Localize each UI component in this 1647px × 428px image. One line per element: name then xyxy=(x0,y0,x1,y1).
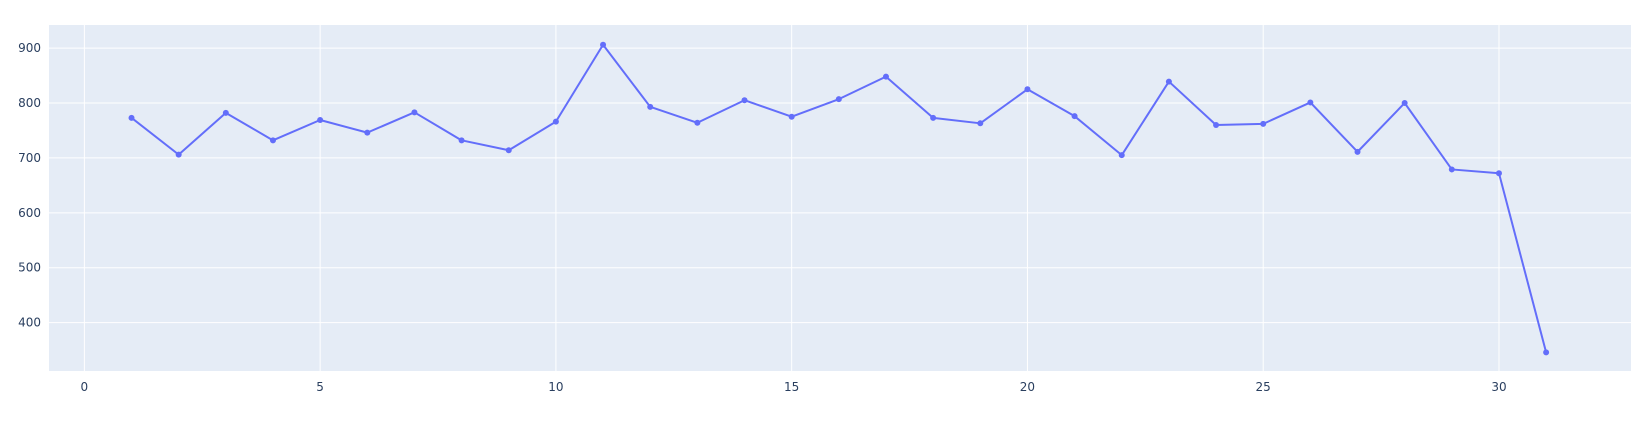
data-point[interactable] xyxy=(1354,148,1361,155)
data-point[interactable] xyxy=(458,137,465,144)
data-point[interactable] xyxy=(222,109,229,116)
data-point[interactable] xyxy=(1448,166,1455,173)
y-tick-label: 600 xyxy=(18,206,41,220)
data-point[interactable] xyxy=(741,97,748,104)
data-point[interactable] xyxy=(552,118,559,125)
data-point[interactable] xyxy=(835,96,842,103)
x-tick-label: 0 xyxy=(81,380,89,394)
data-point[interactable] xyxy=(1401,99,1408,106)
data-point[interactable] xyxy=(175,151,182,158)
data-point[interactable] xyxy=(505,147,512,154)
data-point[interactable] xyxy=(647,103,654,110)
y-tick-label: 700 xyxy=(18,151,41,165)
y-tick-label: 900 xyxy=(18,41,41,55)
x-tick-label: 30 xyxy=(1491,380,1506,394)
plot-area xyxy=(49,25,1631,371)
data-point[interactable] xyxy=(411,109,418,116)
y-tick-label: 400 xyxy=(18,316,41,330)
data-point[interactable] xyxy=(1543,349,1550,356)
x-tick-label: 5 xyxy=(316,380,324,394)
data-point[interactable] xyxy=(788,113,795,120)
data-point[interactable] xyxy=(1118,152,1125,159)
data-point[interactable] xyxy=(600,41,607,48)
x-tick-label: 20 xyxy=(1020,380,1035,394)
data-point[interactable] xyxy=(930,114,937,121)
data-point[interactable] xyxy=(1071,113,1078,120)
data-point[interactable] xyxy=(1495,170,1502,177)
data-point[interactable] xyxy=(128,114,135,121)
x-tick-label: 15 xyxy=(784,380,799,394)
data-point[interactable] xyxy=(364,129,371,136)
data-point[interactable] xyxy=(1260,120,1267,127)
y-tick-label: 500 xyxy=(18,261,41,275)
data-point[interactable] xyxy=(1213,121,1220,128)
data-point[interactable] xyxy=(1307,99,1314,106)
markers-layer xyxy=(128,41,1550,356)
data-point[interactable] xyxy=(269,137,276,144)
data-point[interactable] xyxy=(317,117,324,124)
data-point[interactable] xyxy=(977,120,984,127)
gridlines xyxy=(49,25,1631,371)
x-tick-label: 10 xyxy=(548,380,563,394)
y-tick-label: 800 xyxy=(18,96,41,110)
data-point[interactable] xyxy=(1024,86,1031,93)
x-axis: 0 5 10 15 20 25 30 xyxy=(81,380,1507,394)
x-tick-label: 25 xyxy=(1256,380,1271,394)
y-axis: 400 500 600 700 800 900 xyxy=(18,41,41,330)
data-point[interactable] xyxy=(1165,78,1172,85)
data-point[interactable] xyxy=(882,73,889,80)
data-point[interactable] xyxy=(694,119,701,126)
